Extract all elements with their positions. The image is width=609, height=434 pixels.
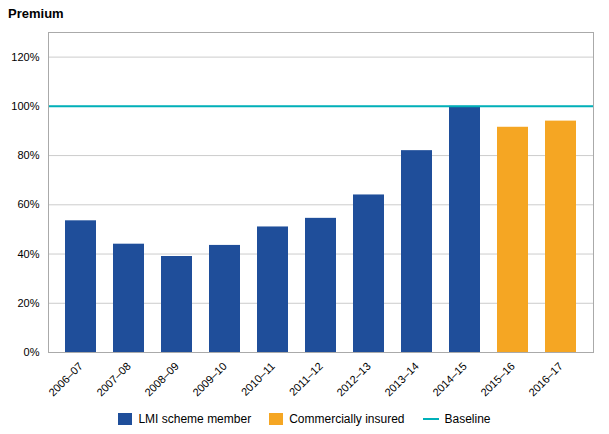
- svg-text:2008–09: 2008–09: [142, 360, 181, 399]
- svg-text:2009–10: 2009–10: [190, 360, 229, 399]
- svg-text:2013–14: 2013–14: [382, 360, 421, 399]
- svg-text:2012–13: 2012–13: [334, 360, 373, 399]
- html-text:Premium: Premium: [8, 6, 64, 21]
- html-text:LMI scheme member: LMI scheme member: [138, 412, 252, 426]
- svg-text:120%: 120%: [11, 51, 39, 63]
- svg-text:2011–12: 2011–12: [287, 360, 325, 398]
- svg-text:80%: 80%: [17, 149, 39, 161]
- svg-text:2007–08: 2007–08: [94, 360, 133, 399]
- svg-text:40%: 40%: [17, 248, 39, 260]
- svg-text:60%: 60%: [17, 198, 39, 210]
- svg-text:2014–15: 2014–15: [430, 360, 469, 399]
- html-text:Commercially insured: Commercially insured: [289, 412, 405, 426]
- svg-text:2015–16: 2015–16: [478, 360, 517, 399]
- html-text:Baseline: Baseline: [444, 412, 491, 426]
- svg-text:20%: 20%: [17, 297, 39, 309]
- svg-text:2010–11: 2010–11: [239, 360, 277, 398]
- svg-text:0%: 0%: [24, 346, 40, 358]
- svg-text:2016–17: 2016–17: [526, 360, 565, 399]
- svg-text:100%: 100%: [11, 100, 39, 112]
- svg-text:2006–07: 2006–07: [46, 360, 85, 399]
